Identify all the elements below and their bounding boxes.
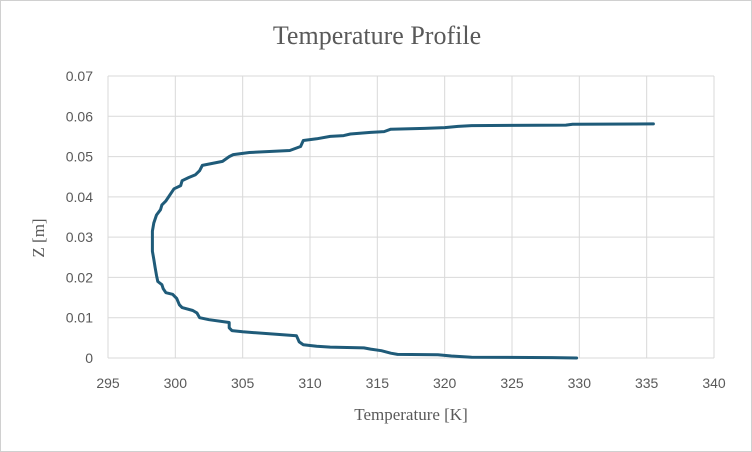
x-tick-label: 310 (298, 375, 322, 391)
chart-title: Temperature Profile (273, 21, 481, 50)
y-tick-label: 0 (85, 350, 93, 366)
y-axis-ticks: 0 0.01 0.02 0.03 0.04 0.05 0.06 0.07 (66, 68, 93, 366)
x-tick-label: 330 (568, 375, 592, 391)
y-tick-label: 0.01 (66, 310, 93, 326)
y-tick-label: 0.05 (66, 149, 93, 165)
x-axis-ticks: 295 300 305 310 315 320 325 330 335 340 (96, 375, 726, 391)
x-tick-label: 320 (433, 375, 457, 391)
x-tick-label: 300 (164, 375, 188, 391)
x-tick-label: 335 (635, 375, 659, 391)
x-tick-label: 305 (231, 375, 255, 391)
y-axis-label: Z [m] (29, 218, 48, 257)
y-tick-label: 0.02 (66, 269, 93, 285)
y-tick-label: 0.03 (66, 229, 93, 245)
x-tick-label: 340 (702, 375, 726, 391)
x-tick-label: 315 (366, 375, 390, 391)
y-tick-label: 0.04 (66, 189, 93, 205)
temperature-series-line (150, 122, 655, 360)
x-axis-label: Temperature [K] (354, 405, 468, 424)
y-tick-label: 0.06 (66, 108, 93, 124)
x-tick-label: 325 (500, 375, 524, 391)
x-tick-label: 295 (96, 375, 120, 391)
y-tick-label: 0.07 (66, 68, 93, 84)
